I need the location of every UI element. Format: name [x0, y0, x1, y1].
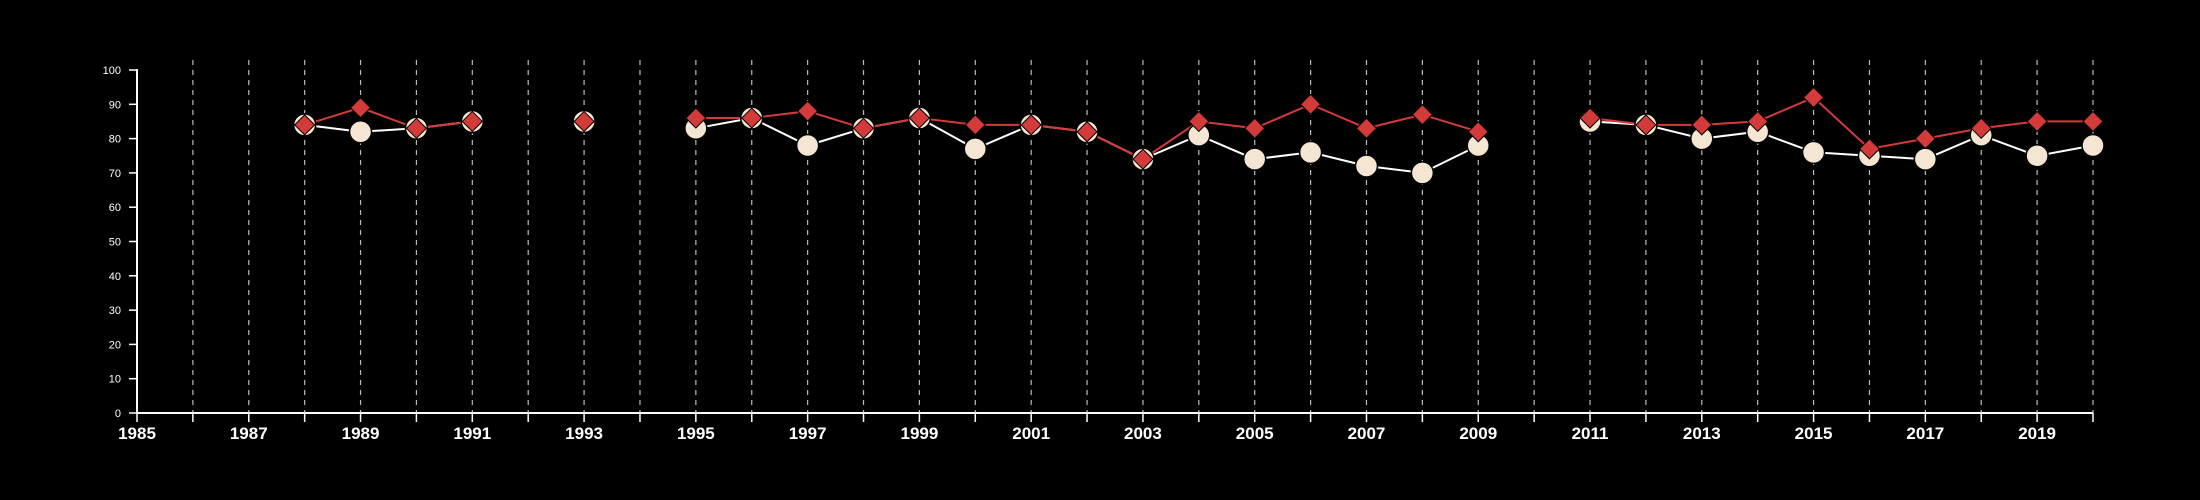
series-1-point: [795, 133, 820, 158]
x-tick-label: 1985: [118, 424, 156, 443]
y-tick-label: 80: [109, 134, 121, 146]
series-1-point: [2025, 144, 2049, 168]
series-2-point: [1132, 148, 1154, 170]
series-2-point: [1244, 117, 1266, 140]
series-2-point: [405, 117, 428, 140]
series-1-line: [1589, 120, 2094, 161]
series-1-point: [1801, 140, 1826, 165]
y-tick-label: 100: [103, 65, 121, 77]
series-2-point: [964, 114, 986, 136]
series-2-line: [1589, 96, 2093, 150]
series-2-point: [1299, 93, 1322, 116]
series-2-point: [2026, 110, 2048, 133]
y-tick-label: 70: [109, 168, 121, 180]
series-2-point: [1635, 114, 1657, 136]
x-tick-label: 2005: [1236, 424, 1274, 443]
series-2-point: [461, 110, 484, 133]
series-2-point: [1188, 110, 1210, 133]
series-2-point: [349, 97, 372, 119]
series-2-point: [1076, 121, 1098, 143]
series-1-point: [348, 119, 373, 144]
series-1-point: [1410, 161, 1435, 185]
x-tick-label: 1991: [453, 424, 491, 443]
series-2-point: [741, 107, 763, 129]
x-tick-label: 1993: [565, 424, 603, 443]
x-tick-label: 2013: [1683, 424, 1721, 443]
series-2-point: [796, 100, 819, 122]
series-2-point: [1411, 103, 1434, 126]
series-1-point: [1298, 140, 1323, 165]
x-tick-label: 2007: [1348, 424, 1386, 443]
y-tick-label: 50: [109, 237, 121, 249]
series-2-point: [1020, 114, 1042, 136]
series-2-point: [1802, 86, 1825, 109]
series-1-point: [2081, 133, 2105, 158]
x-tick-label: 2001: [1012, 424, 1050, 443]
y-tick-label: 90: [109, 99, 121, 111]
x-tick-label: 1987: [230, 424, 268, 443]
y-tick-label: 10: [109, 374, 121, 386]
series-1-point: [1913, 147, 1938, 171]
y-tick-label: 20: [109, 339, 121, 351]
x-tick-label: 1995: [677, 424, 715, 443]
vertical-grid: [192, 60, 2094, 413]
series-1-point: [1242, 147, 1267, 171]
series-1-line: [304, 120, 473, 133]
x-tick-label: 2017: [1906, 424, 1944, 443]
y-tick-label: 30: [109, 305, 121, 317]
series-2-point: [2082, 110, 2104, 133]
x-tick-label: 2019: [2018, 424, 2056, 443]
series-2-point: [1579, 107, 1601, 129]
series-2-point: [852, 117, 875, 140]
x-tick-label: 1999: [900, 424, 938, 443]
series-2-point: [1858, 138, 1881, 160]
y-tick-label: 60: [109, 202, 121, 214]
series-2-point: [1691, 114, 1713, 136]
x-tick-label: 2003: [1124, 424, 1162, 443]
x-tick-label: 2011: [1572, 424, 1609, 443]
axes: 0 10 20 30 40 50 60 70 80 90 100 1985 1987 1989 1991 19…: [103, 65, 2094, 443]
series-2-point: [1355, 117, 1378, 140]
series-2-line: [304, 106, 473, 130]
x-tick-label: 2015: [1795, 424, 1833, 443]
y-tick-label: 0: [115, 408, 121, 420]
series-2-point: [1746, 110, 1769, 133]
x-tick-label: 1989: [342, 424, 380, 443]
series-2-point: [685, 107, 707, 129]
series-1-point: [963, 137, 988, 161]
series-1-point: [1354, 154, 1379, 178]
series-2-point: [908, 107, 931, 129]
y-tick-label: 40: [109, 271, 121, 283]
series-markers: [292, 86, 2105, 185]
series-2-point: [1914, 127, 1937, 150]
series-2-point: [1467, 121, 1489, 143]
x-tick-label: 1997: [789, 424, 827, 443]
x-tick-label: 2009: [1459, 424, 1497, 443]
series-2-point: [1970, 117, 1992, 140]
series-2-point: [573, 110, 595, 133]
series-2-point: [293, 114, 316, 136]
